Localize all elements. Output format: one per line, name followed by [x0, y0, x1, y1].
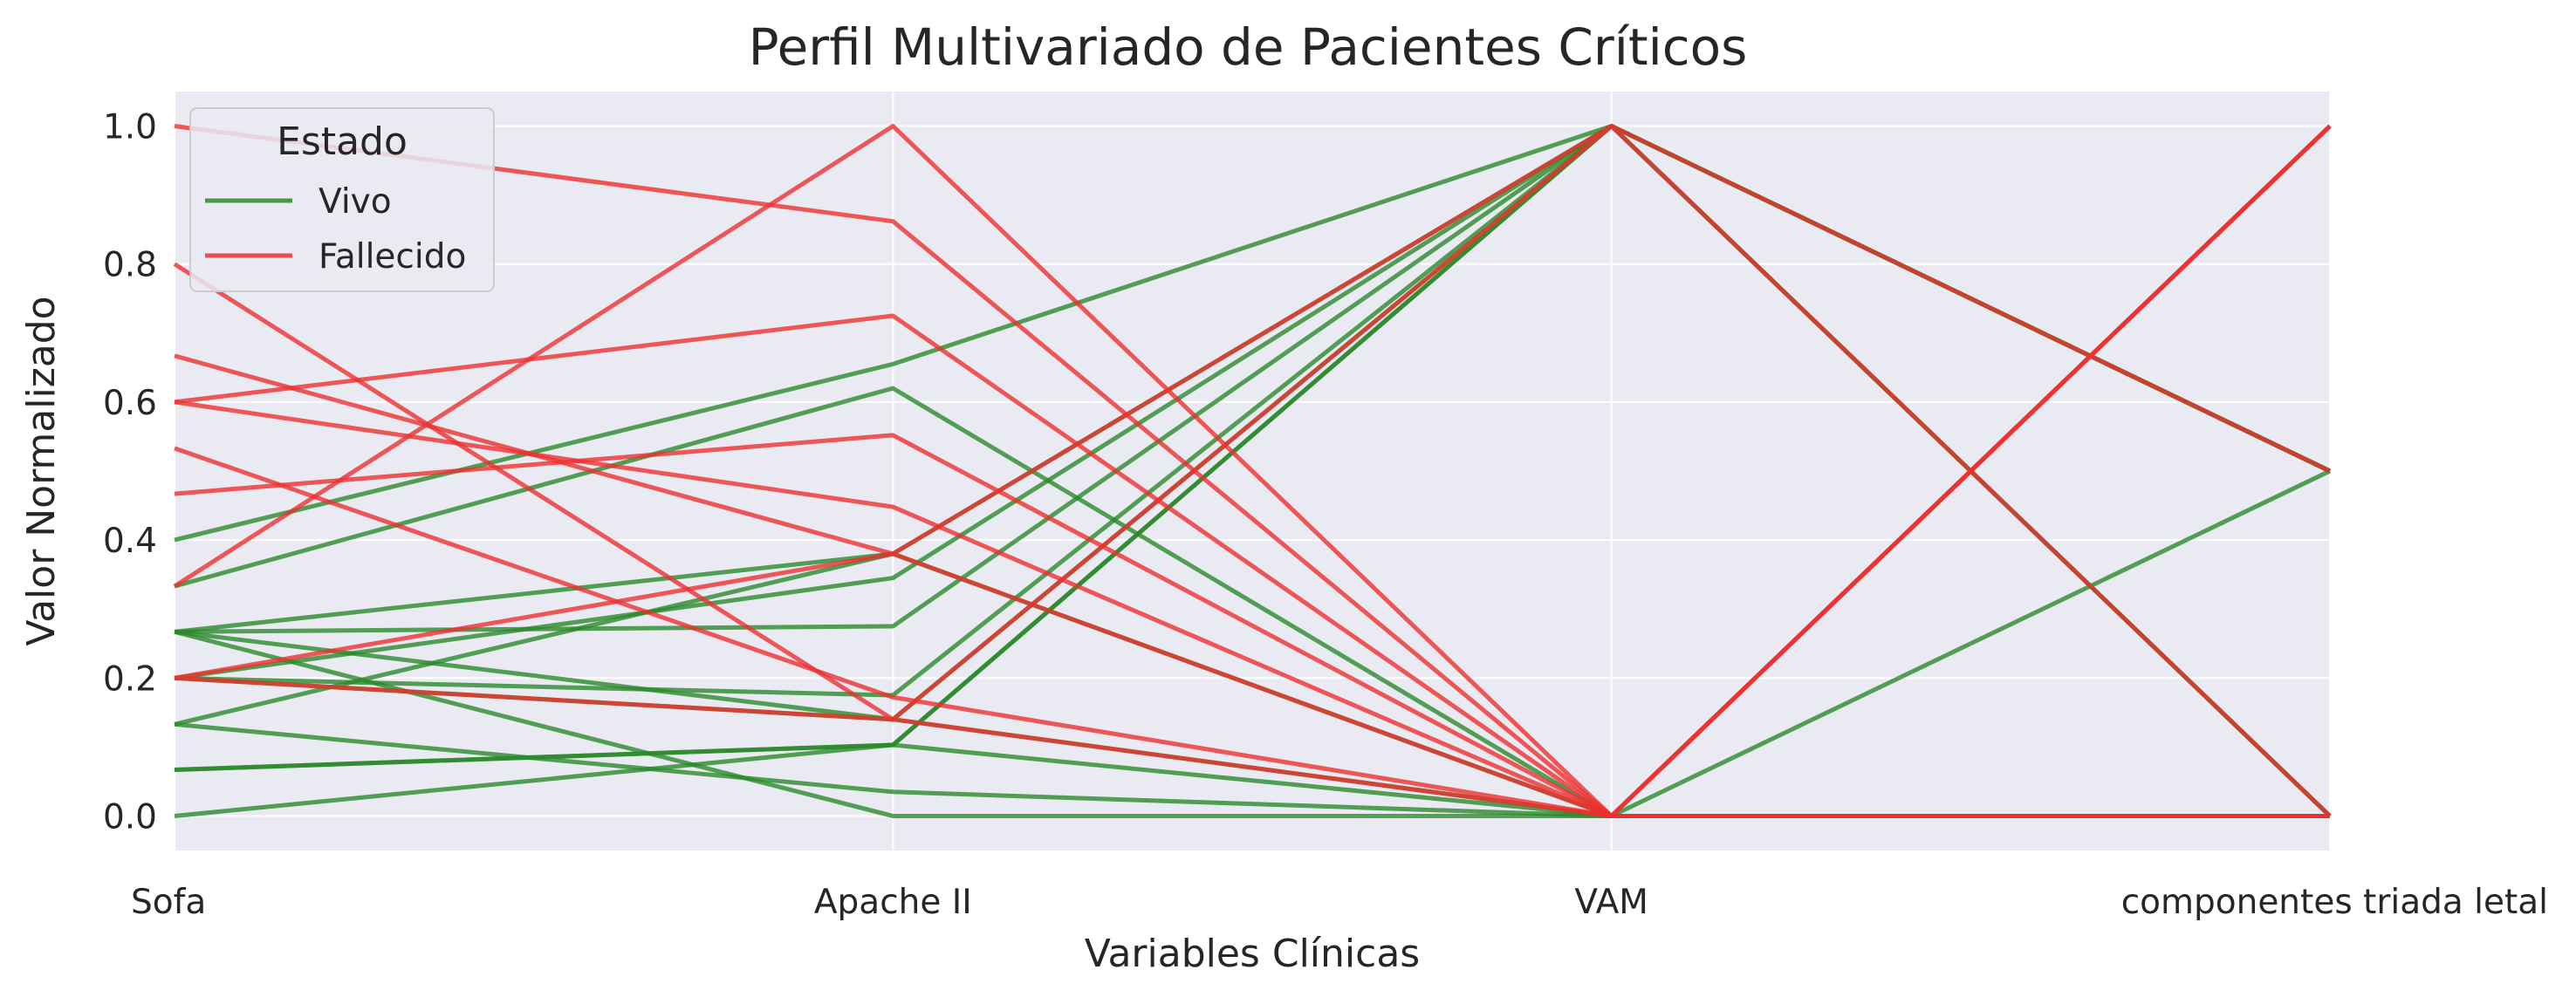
- x-tick-labels: Sofa Apache II VAM componentes triada letal: [131, 883, 2548, 922]
- y-tick-label: 0.4: [103, 522, 157, 561]
- y-tick-label: 0.6: [103, 384, 157, 423]
- y-tick-label: 1.0: [103, 108, 157, 147]
- series-line-fallecido: [174, 675, 2330, 818]
- series-line-fallecido: [174, 124, 2332, 818]
- series-lines: [173, 124, 2332, 818]
- legend-box: [189, 107, 495, 292]
- y-axis-label: Valor Normalizado: [19, 296, 64, 645]
- y-tick-label: 0.0: [103, 797, 157, 837]
- series-line-fallecido: [173, 124, 2332, 722]
- legend-title: Estado: [277, 120, 408, 164]
- y-tick-label: 0.8: [103, 246, 157, 285]
- x-tick-label: Apache II: [814, 883, 972, 922]
- x-tick-label: componentes triada letal: [2121, 883, 2548, 922]
- x-tick-label: Sofa: [131, 883, 206, 922]
- legend-label-vivo: Vivo: [319, 182, 392, 222]
- x-tick-label: VAM: [1574, 883, 1648, 922]
- x-axis-label: Variables Clínicas: [1085, 932, 1420, 976]
- chart-title: Perfil Multivariado de Pacientes Crítico…: [749, 17, 1748, 77]
- legend: Estado Vivo Fallecido: [189, 107, 495, 292]
- grid-lines: [175, 125, 2330, 817]
- y-tick-label: 0.2: [103, 659, 157, 699]
- y-tick-labels: 0.0 0.2 0.4 0.6 0.8 1.0: [103, 108, 157, 837]
- legend-label-fallecido: Fallecido: [319, 237, 466, 277]
